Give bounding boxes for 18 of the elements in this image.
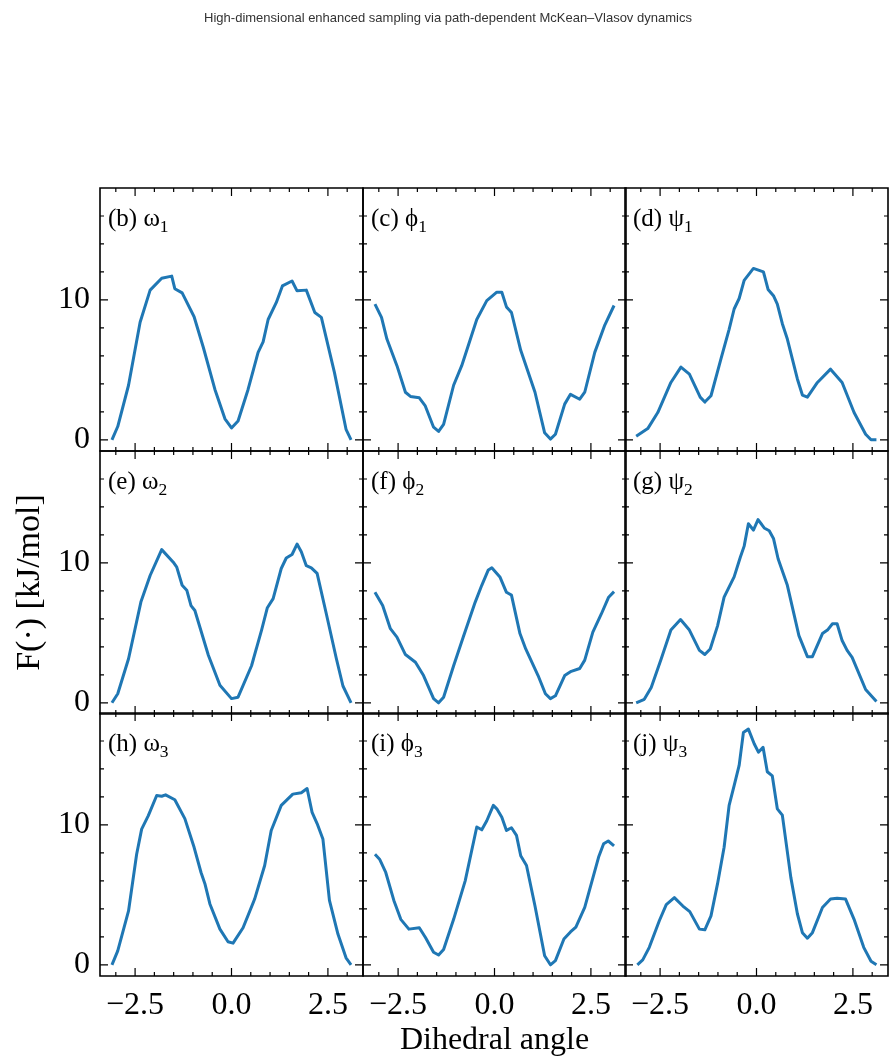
x-tick-label: −2.5 (631, 984, 690, 1021)
x-tick-label: −2.5 (106, 984, 165, 1021)
y-tick-label: 0 (74, 944, 90, 981)
x-tick-label: 0.0 (736, 984, 777, 1021)
x-tick-label: 0.0 (474, 984, 515, 1021)
y-tick-label: 10 (58, 541, 90, 578)
x-axis-title: Dihedral angle (399, 1020, 589, 1057)
x-tick-label: 0.0 (211, 984, 252, 1021)
y-tick-label: 0 (74, 681, 90, 718)
x-tick-label: 2.5 (833, 984, 874, 1021)
x-tick-label: 2.5 (570, 984, 611, 1021)
y-axis-title: F(·) [kJ/mol] (8, 493, 47, 671)
y-tick-label: 0 (74, 419, 90, 456)
x-tick-label: −2.5 (368, 984, 427, 1021)
y-tick-label: 10 (58, 804, 90, 841)
x-tick-label: 2.5 (307, 984, 348, 1021)
text: High-dimensional enhanced sampling via path-dependent McKean–Vlasov dynamics (203, 10, 693, 25)
y-tick-label: 10 (58, 279, 90, 316)
